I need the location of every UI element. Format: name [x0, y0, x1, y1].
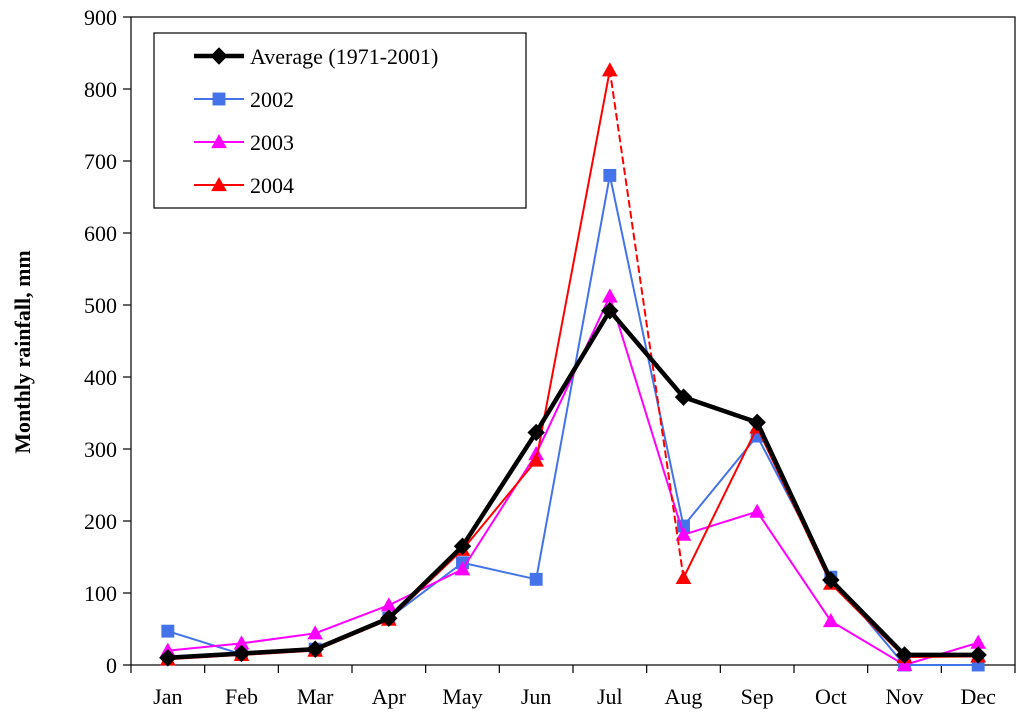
line-segment	[756, 510, 832, 623]
line-segment	[533, 308, 613, 435]
y-tick-label: 700	[84, 149, 117, 174]
data-point	[675, 526, 692, 541]
y-tick-label: 200	[84, 509, 117, 534]
legend-marker	[211, 133, 227, 149]
y-tick-label: 500	[84, 293, 117, 318]
legend-label: 2004	[250, 173, 294, 198]
x-tick-label: May	[442, 684, 482, 709]
data-point	[306, 640, 324, 658]
x-tick-label: Mar	[297, 684, 334, 709]
x-tick-label: Sep	[741, 684, 774, 709]
line-segment	[828, 577, 907, 658]
data-point	[528, 452, 545, 467]
x-tick-label: Dec	[960, 684, 996, 709]
data-point	[307, 625, 324, 640]
data-point	[527, 423, 545, 442]
data-point	[161, 624, 175, 638]
legend-label: 2002	[250, 87, 294, 112]
plot-series	[159, 62, 987, 672]
legend-item: 2004	[194, 173, 294, 198]
line-segment	[681, 394, 760, 425]
line-segment	[608, 69, 685, 579]
data-point	[453, 537, 472, 555]
legend-box	[153, 32, 527, 209]
y-tick-label: 600	[84, 221, 117, 246]
line-segment	[682, 426, 759, 579]
line-segment	[387, 568, 464, 607]
data-point	[232, 644, 251, 663]
x-tick-label: Aug	[665, 684, 703, 709]
line-segment	[461, 561, 538, 581]
line-segment	[312, 615, 392, 652]
line-segment	[829, 620, 906, 666]
legend-marker	[211, 176, 227, 192]
series-2003	[159, 288, 987, 672]
y-tick-label: 100	[84, 581, 117, 606]
data-point	[529, 572, 543, 586]
line-segment	[460, 430, 539, 549]
legend-item: 2003	[194, 130, 294, 155]
x-tick-label: Feb	[225, 684, 258, 709]
data-point	[674, 388, 693, 406]
x-tick-label: Apr	[372, 684, 407, 709]
data-point	[896, 656, 913, 672]
data-point	[895, 646, 914, 664]
data-point	[749, 503, 766, 518]
legend-label: 2003	[250, 130, 294, 155]
line-segment	[166, 630, 243, 656]
y-axis-label: Monthly rainfall, mm	[10, 250, 35, 454]
line-segment	[607, 308, 686, 400]
legend-item: Average (1971-2001)	[194, 44, 438, 69]
line-segment	[166, 642, 243, 652]
line-segment	[535, 69, 611, 462]
x-tick-label: Jul	[597, 684, 623, 709]
data-point	[159, 649, 177, 667]
y-tick-label: 300	[84, 437, 117, 462]
line-segment	[314, 604, 390, 635]
x-tick-label: Jun	[521, 684, 552, 709]
line-segment	[754, 420, 834, 583]
data-point	[601, 62, 618, 77]
data-point	[380, 609, 398, 627]
data-point	[603, 168, 617, 182]
data-point	[822, 571, 840, 589]
legend: Average (1971-2001) 2002 2003 2004	[153, 32, 527, 209]
line-segment	[386, 543, 465, 621]
y-tick-label: 900	[84, 5, 117, 30]
legend-marker	[210, 47, 228, 65]
legend-label: Average (1971-2001)	[250, 44, 438, 69]
x-tick-label: Jan	[153, 684, 182, 709]
y-tick-label: 800	[84, 77, 117, 102]
x-tick-label: Nov	[886, 684, 924, 709]
data-point	[969, 646, 987, 664]
line-segment	[239, 646, 318, 656]
y-tick-label: 0	[106, 653, 117, 678]
data-point	[675, 569, 692, 584]
y-tick-label: 400	[84, 365, 117, 390]
data-point	[601, 302, 619, 320]
series-average-1971-2001	[159, 302, 987, 667]
line-segment	[461, 459, 538, 551]
series-2002	[161, 168, 985, 672]
data-point	[454, 561, 471, 576]
data-point	[380, 597, 397, 612]
line-segment	[240, 632, 317, 645]
legend-item: 2002	[194, 87, 294, 112]
x-tick-label: Oct	[815, 684, 847, 709]
line-segment	[461, 453, 538, 571]
line-segment	[682, 510, 759, 536]
data-point	[601, 288, 618, 303]
data-point	[748, 413, 766, 432]
line-segment	[165, 651, 244, 661]
legend-marker	[212, 92, 226, 106]
axes: 0 100 200 300 400 500 600 700 800 900 Jan Feb Mar Apr…	[84, 5, 1016, 709]
data-point	[822, 613, 839, 628]
